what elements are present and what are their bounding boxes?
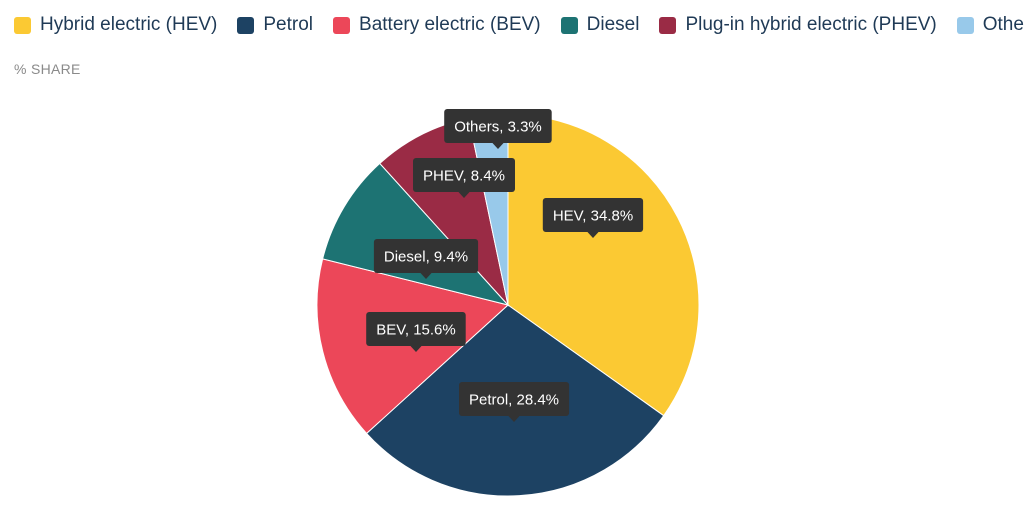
data-label-text-others: Others, 3.3% [454, 119, 542, 136]
pie-data-labels: HEV, 34.8% Petrol, 28.4% BEV, 15.6% Diesel,… [366, 109, 644, 422]
legend-label-diesel: Diesel [586, 14, 640, 35]
data-label-box-petrol [459, 382, 570, 416]
data-label-phev: PHEV, 8.4% [413, 158, 515, 198]
legend-item-hev[interactable]: Hybrid electric (HEV) [14, 14, 217, 36]
legend-swatch-bev [333, 16, 351, 34]
data-label-box-phev [413, 158, 515, 192]
legend-item-diesel[interactable]: Diesel [560, 14, 640, 36]
legend-label-bev: Battery electric (BEV) [359, 14, 541, 35]
legend-item-petrol[interactable]: Petrol [237, 14, 313, 36]
data-label-others: Others, 3.3% [444, 109, 552, 149]
legend-swatch-phev [659, 16, 677, 34]
legend-item-bev[interactable]: Battery electric (BEV) [333, 14, 541, 36]
data-label-text-phev: PHEV, 8.4% [423, 168, 505, 185]
data-label-box-bev [366, 312, 466, 346]
legend-label-hev: Hybrid electric (HEV) [40, 14, 218, 35]
data-label-pointer-diesel [420, 272, 432, 279]
data-label-text-diesel: Diesel, 9.4% [384, 249, 468, 266]
data-label-diesel: Diesel, 9.4% [373, 239, 479, 279]
legend-swatch-diesel [560, 16, 578, 34]
data-label-text-petrol: Petrol, 28.4% [469, 392, 559, 409]
pie-slice-hev[interactable] [507, 113, 700, 417]
data-label-pointer-others [492, 142, 504, 149]
data-label-text-hev: HEV, 34.8% [553, 208, 633, 225]
data-label-pointer-bev [410, 345, 422, 352]
data-label-pointer-phev [458, 191, 470, 198]
data-label-pointer-petrol [508, 415, 520, 422]
legend-label-phev: Plug-in hybrid electric (PHEV) [685, 14, 937, 35]
legend-item-phev[interactable]: Plug-in hybrid electric (PHEV) [659, 14, 937, 36]
data-label-bev: BEV, 15.6% [366, 312, 466, 352]
legend-swatch-others [956, 16, 974, 34]
chart-subtitle: % SHARE [14, 61, 81, 77]
data-label-hev: HEV, 34.8% [542, 198, 644, 238]
legend-label-petrol: Petrol [263, 14, 314, 35]
legend-swatch-petrol [237, 16, 255, 34]
data-label-box-hev [542, 198, 644, 232]
data-label-petrol: Petrol, 28.4% [459, 382, 570, 422]
legend-swatch-hev [14, 16, 31, 34]
legend: Hybrid electric (HEV) Petrol Battery ele… [14, 14, 1024, 36]
data-label-text-bev: BEV, 15.6% [376, 322, 456, 339]
legend-label-others: Others [982, 14, 1024, 35]
data-label-pointer-hev [587, 231, 599, 238]
legend-item-others[interactable]: Others [956, 14, 1024, 36]
data-label-box-diesel [373, 239, 479, 273]
data-label-box-others [444, 109, 552, 143]
